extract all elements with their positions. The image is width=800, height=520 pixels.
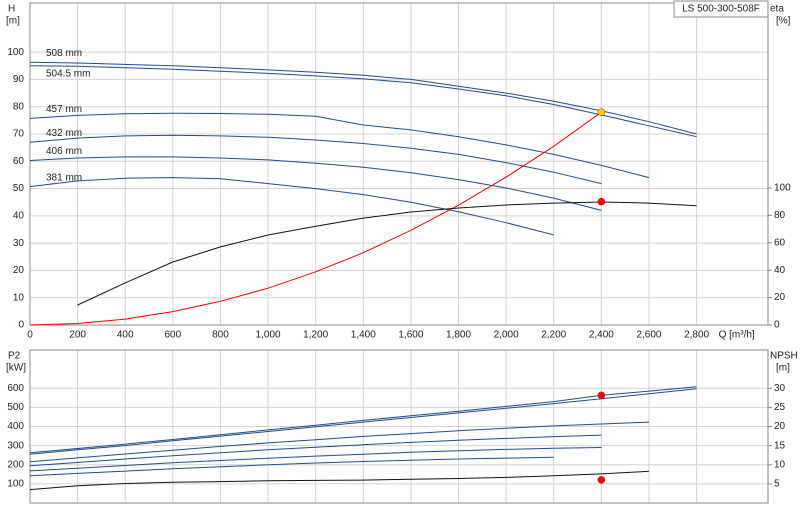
y2-axis-label: eta — [770, 4, 784, 15]
y2-tick-label: 60 — [774, 237, 786, 248]
y-axis-label: P2 — [8, 351, 21, 362]
curve — [29, 447, 602, 472]
series: 381 mm — [29, 172, 554, 236]
series — [29, 386, 697, 454]
series — [29, 434, 602, 467]
y-tick-label: 60 — [13, 156, 25, 167]
plot-background — [30, 3, 768, 325]
curve — [29, 134, 602, 185]
y2-tick-label: 5 — [774, 479, 780, 490]
series — [29, 111, 602, 326]
y2-tick-label: 10 — [774, 459, 786, 470]
series: 457 mm — [29, 104, 650, 179]
y2-tick-label: 20 — [774, 421, 786, 432]
series: 504.5 mm — [29, 65, 697, 138]
curve-label: 381 mm — [46, 172, 82, 183]
y-axis-unit: [kW] — [6, 363, 26, 374]
y-tick-label: 70 — [13, 129, 25, 140]
y-tick-label: 100 — [7, 47, 24, 58]
y-tick-label: 10 — [13, 292, 25, 303]
series: 432 mm — [29, 128, 602, 185]
operating-point — [597, 391, 606, 400]
curve — [29, 177, 554, 236]
curve-label: 504.5 mm — [46, 68, 90, 79]
series — [29, 456, 554, 477]
y-tick-label: 40 — [13, 210, 25, 221]
curve — [29, 386, 697, 454]
y-tick-label: 200 — [7, 459, 24, 470]
operating-point — [597, 108, 606, 116]
y2-tick-label: 25 — [774, 402, 786, 413]
y-tick-label: 80 — [13, 101, 25, 112]
x-axis-label: Q [m³/h] — [719, 330, 755, 341]
y2-axis-unit: [m] — [776, 363, 790, 374]
y-tick-label: 100 — [7, 479, 24, 490]
curve-label: 457 mm — [46, 104, 82, 115]
x-tick-label: 400 — [117, 330, 134, 341]
y2-tick-label: 0 — [774, 320, 780, 331]
curve-label: 406 mm — [46, 146, 82, 157]
series: 508 mm — [29, 48, 697, 135]
y-tick-label: 20 — [13, 265, 25, 276]
curve — [29, 112, 650, 179]
curve — [29, 470, 650, 491]
x-tick-label: 1,400 — [351, 330, 376, 341]
x-tick-label: 1,800 — [446, 330, 471, 341]
y2-axis-label: NPSH — [770, 351, 798, 362]
curve — [29, 65, 697, 138]
x-tick-label: 1,600 — [398, 330, 423, 341]
y2-tick-label: 15 — [774, 440, 786, 451]
curve — [29, 388, 697, 455]
y2-tick-label: 100 — [774, 183, 791, 194]
y-tick-label: 50 — [13, 183, 25, 194]
y-tick-label: 30 — [13, 238, 25, 249]
y2-tick-label: 80 — [774, 210, 786, 221]
x-tick-label: 2,800 — [684, 330, 709, 341]
x-tick-label: 800 — [212, 330, 229, 341]
curve — [77, 201, 697, 306]
y-tick-label: 500 — [7, 402, 24, 413]
x-tick-label: 200 — [69, 330, 86, 341]
series: 406 mm — [29, 146, 602, 211]
y2-tick-label: 30 — [774, 383, 786, 394]
x-tick-label: 600 — [164, 330, 181, 341]
x-tick-label: 2,400 — [589, 330, 614, 341]
series — [29, 447, 602, 472]
series — [29, 421, 650, 463]
x-tick-label: 2,200 — [541, 330, 566, 341]
y2-tick-label: 20 — [774, 292, 786, 303]
curve — [29, 156, 602, 211]
curve — [29, 421, 650, 463]
y-tick-label: 600 — [7, 383, 24, 394]
y-tick-label: 300 — [7, 440, 24, 451]
series — [29, 470, 650, 491]
curve — [29, 434, 602, 467]
y-tick-label: 90 — [13, 74, 25, 85]
y-axis-unit: [m] — [6, 16, 20, 27]
title-box — [673, 0, 769, 18]
x-tick-label: 2,000 — [494, 330, 519, 341]
chart-title: LS 500-300-508F — [682, 4, 760, 15]
operating-point — [597, 197, 606, 206]
y2-axis-unit: [%] — [776, 16, 791, 27]
plot-frame — [29, 2, 769, 326]
curve — [29, 456, 554, 477]
operating-point — [597, 476, 606, 484]
y2-tick-label: 40 — [774, 265, 786, 276]
x-tick-label: 1,000 — [256, 330, 281, 341]
y-axis-label: H — [8, 4, 15, 15]
x-tick-label: 2,600 — [636, 330, 661, 341]
y-tick-label: 0 — [18, 320, 24, 331]
y-tick-label: 400 — [7, 421, 24, 432]
curve-label: 432 mm — [46, 128, 82, 139]
curve — [29, 111, 602, 326]
curve-label: 508 mm — [46, 48, 82, 59]
series — [77, 201, 697, 306]
curve — [29, 61, 697, 135]
series — [29, 388, 697, 455]
x-tick-label: 1,200 — [303, 330, 328, 341]
x-tick-label: 0 — [27, 330, 33, 341]
